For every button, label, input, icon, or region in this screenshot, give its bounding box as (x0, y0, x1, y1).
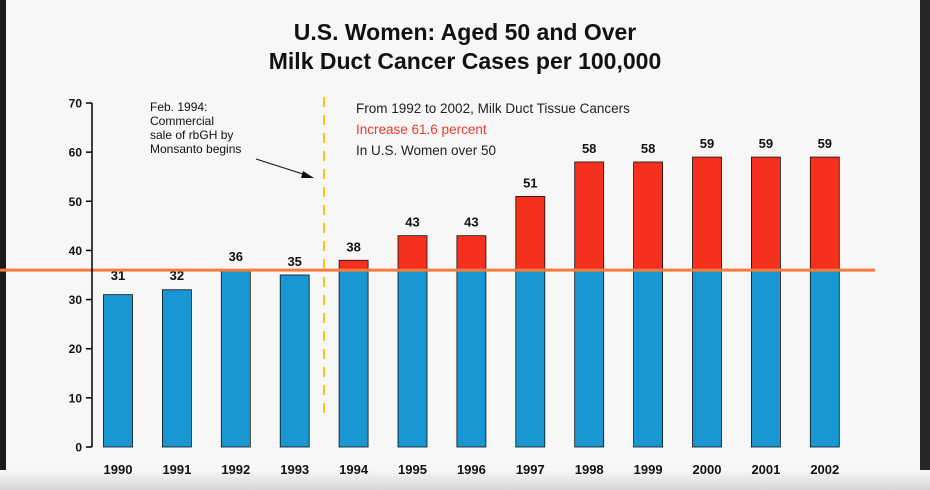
x-tick-label: 1992 (221, 462, 250, 477)
chart-title-line-2: Milk Duct Cancer Cases per 100,000 (268, 48, 662, 74)
bar-excess (397, 235, 428, 271)
bar-excess (809, 156, 840, 271)
bar-value-label: 36 (229, 249, 243, 264)
bar-value-label: 43 (405, 215, 419, 230)
bar-base (220, 269, 251, 448)
x-tick-label: 1990 (104, 462, 133, 477)
bar-excess (633, 161, 663, 271)
y-tick-label: 40 (69, 244, 83, 258)
bar-base (456, 269, 487, 448)
x-tick-label: 1994 (339, 462, 369, 477)
window-edge-right (920, 0, 930, 490)
bar-value-label: 58 (582, 141, 596, 156)
bar-base (397, 269, 428, 448)
chart-title: U.S. Women: Aged 50 and Over Milk Duct C… (0, 18, 930, 76)
bar-value-label: 51 (523, 175, 537, 190)
x-tick-label: 2001 (751, 462, 780, 477)
bar-base (279, 274, 310, 448)
bar-excess (692, 156, 722, 271)
x-tick-label: 2000 (693, 462, 722, 477)
y-tick-label: 30 (69, 293, 83, 307)
x-tick-label: 1991 (162, 462, 191, 477)
bar-base (103, 294, 133, 448)
bar-value-label: 31 (111, 268, 125, 283)
event-marker-label: sale of rbGH by (150, 128, 233, 142)
window-edge-left (0, 0, 6, 490)
bar-base (633, 269, 663, 448)
bottom-shade (0, 470, 930, 490)
event-arrow-head (301, 171, 314, 178)
bar-value-label: 58 (641, 141, 655, 156)
x-tick-label: 1995 (398, 462, 427, 477)
bar-base (574, 269, 605, 448)
event-marker-label: Monsanto begins (150, 142, 241, 156)
bar-base (809, 269, 840, 448)
event-marker-label: Commercial (150, 114, 214, 128)
y-tick-label: 70 (69, 97, 83, 111)
chart-title-line-1: U.S. Women: Aged 50 and Over (293, 19, 637, 45)
y-tick-label: 60 (69, 146, 83, 160)
bar-value-label: 59 (700, 136, 714, 151)
event-marker-label: Feb. 1994: (150, 100, 207, 114)
x-tick-label: 1993 (280, 462, 309, 477)
x-tick-label: 1996 (457, 462, 486, 477)
x-tick-label: 2002 (810, 462, 839, 477)
x-tick-label: 1999 (634, 462, 663, 477)
bar-base (338, 269, 369, 448)
bar-excess (456, 235, 487, 271)
y-tick-label: 0 (75, 441, 82, 455)
event-arrow-line (255, 158, 307, 176)
y-tick-label: 50 (69, 195, 83, 209)
bar-value-label: 35 (287, 254, 301, 269)
annotation-line-1: From 1992 to 2002, Milk Duct Tissue Canc… (356, 101, 630, 116)
bar-base (515, 269, 546, 448)
bar-value-label: 32 (170, 268, 184, 283)
bar-base (692, 269, 722, 448)
bar-value-label: 43 (464, 215, 478, 230)
bar-base (751, 269, 781, 448)
bar-value-label: 59 (818, 136, 832, 151)
bar-base (161, 289, 192, 448)
y-tick-label: 20 (69, 342, 83, 356)
bar-value-label: 59 (759, 136, 773, 151)
x-tick-label: 1998 (575, 462, 604, 477)
x-tick-label: 1997 (516, 462, 545, 477)
annotation-line-2: Increase 61.6 percent (356, 122, 487, 137)
bar-excess (751, 156, 781, 271)
y-tick-label: 10 (69, 391, 83, 405)
annotation-line-3: In U.S. Women over 50 (356, 143, 496, 158)
bar-value-label: 38 (346, 239, 360, 254)
bar-excess (574, 161, 605, 271)
bar-excess (515, 195, 546, 271)
